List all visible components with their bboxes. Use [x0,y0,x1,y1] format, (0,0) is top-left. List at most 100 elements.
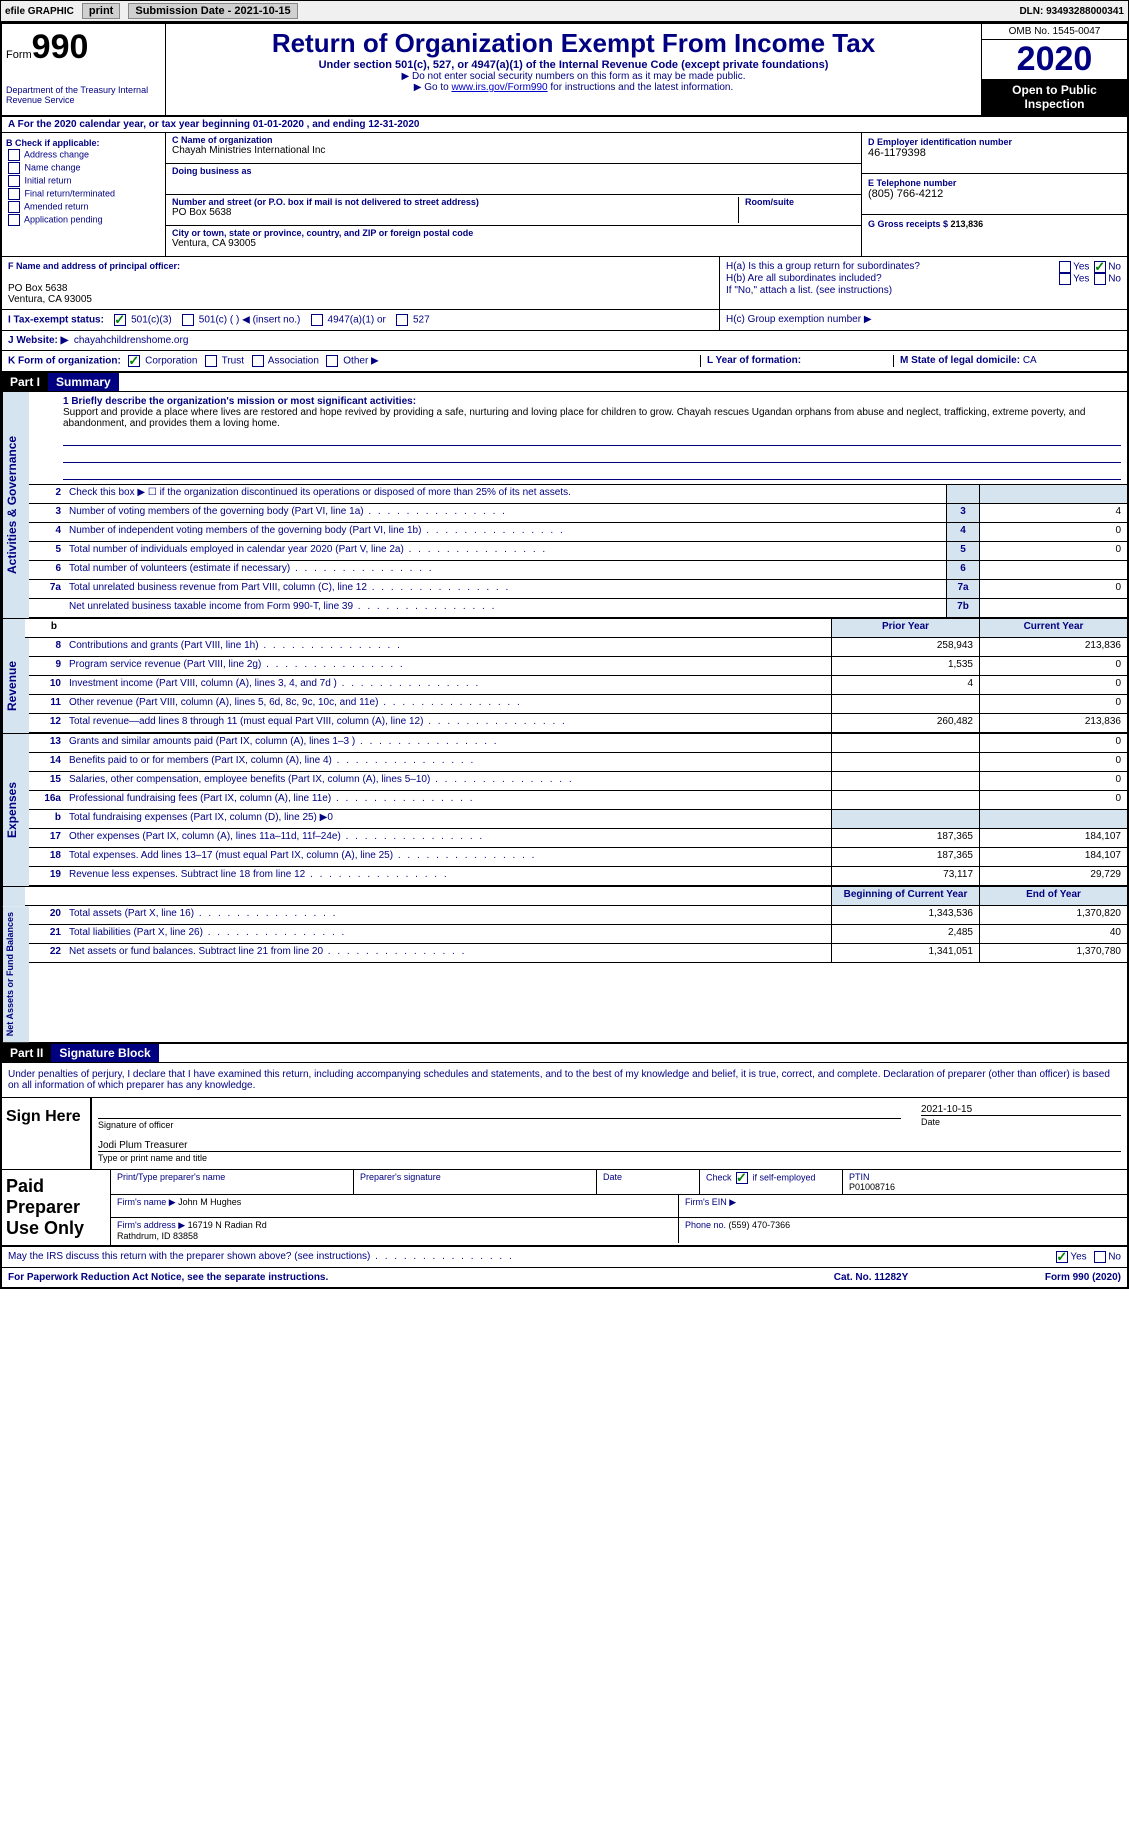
line-4: 4Number of independent voting members of… [29,523,1127,542]
revenue-section: Revenue 8Contributions and grants (Part … [2,638,1127,733]
line-5: 5Total number of individuals employed in… [29,542,1127,561]
line-16a: 16aProfessional fundraising fees (Part I… [29,791,1127,810]
officer-addr1: PO Box 5638 [8,283,67,294]
line-22: 22Net assets or fund balances. Subtract … [29,944,1127,963]
dept-label: Department of the Treasury Internal Reve… [6,85,161,105]
mission-block: 1 Briefly describe the organization's mi… [29,392,1127,485]
line-2: 2 Check this box ▶ ☐ if the organization… [29,485,1127,504]
ssn-note: ▶ Do not enter social security numbers o… [170,71,977,82]
top-bar: efile GRAPHIC print Submission Date - 20… [0,0,1129,22]
footer-row: For Paperwork Reduction Act Notice, see … [2,1267,1127,1287]
row-a-tax-year: A For the 2020 calendar year, or tax yea… [2,117,1127,133]
chk-address-change[interactable] [8,149,20,161]
line-14: 14Benefits paid to or for members (Part … [29,753,1127,772]
form-number: Form990 [6,28,161,67]
line-19: 19Revenue less expenses. Subtract line 1… [29,867,1127,886]
row-k: K Form of organization: Corporation Trus… [2,351,1127,373]
governance-section: Activities & Governance 1 Briefly descri… [2,392,1127,618]
sig-officer-line[interactable]: Signature of officer [98,1118,901,1130]
row-fh: F Name and address of principal officer:… [2,257,1127,310]
line-20: 20Total assets (Part X, line 16)1,343,53… [29,906,1127,925]
chk-self-employed[interactable] [736,1172,748,1184]
chk-amended[interactable] [8,201,20,213]
website: chayahchildrenshome.org [74,335,189,346]
side-label-governance: Activities & Governance [2,392,29,618]
discuss-row: May the IRS discuss this return with the… [2,1247,1127,1267]
open-to-public: Open to Public Inspection [982,79,1127,115]
ha-no[interactable] [1094,261,1106,273]
line-18: 18Total expenses. Add lines 13–17 (must … [29,848,1127,867]
hb-yes[interactable] [1059,273,1071,285]
ha-yes[interactable] [1059,261,1071,273]
side-label-net: Net Assets or Fund Balances [2,906,29,1042]
gross-receipts: 213,836 [951,219,984,229]
side-label-revenue: Revenue [2,638,29,733]
ptin: P01008716 [849,1182,895,1192]
instructions-link-row: ▶ Go to www.irs.gov/Form990 for instruct… [170,82,977,93]
sign-here-block: Sign Here Signature of officer 2021-10-1… [2,1098,1127,1170]
paid-preparer-block: Paid Preparer Use Only Print/Type prepar… [2,1170,1127,1247]
row-j-website: J Website: ▶ chayahchildrenshome.org [2,331,1127,351]
side-label-expenses: Expenses [2,734,29,886]
line-17: 17Other expenses (Part IX, column (A), l… [29,829,1127,848]
line-7a: 7aTotal unrelated business revenue from … [29,580,1127,599]
chk-assoc[interactable] [252,355,264,367]
discuss-yes[interactable] [1056,1251,1068,1263]
tax-year: 2020 [982,40,1127,79]
line-3: 3Number of voting members of the governi… [29,504,1127,523]
irs-link[interactable]: www.irs.gov/Form990 [451,82,547,93]
discuss-no[interactable] [1094,1251,1106,1263]
chk-app-pending[interactable] [8,214,20,226]
expenses-section: Expenses 13Grants and similar amounts pa… [2,733,1127,886]
line-8: 8Contributions and grants (Part VIII, li… [29,638,1127,657]
officer-name-title: Jodi Plum Treasurer [98,1140,1121,1151]
form-header: Form990 Department of the Treasury Inter… [2,24,1127,117]
form-990-page: Form990 Department of the Treasury Inter… [0,22,1129,1289]
chk-corp[interactable] [128,355,140,367]
ein: 46-1179398 [868,147,926,159]
section-bcd: B Check if applicable: Address change Na… [2,133,1127,257]
col-d-ein: D Employer identification number 46-1179… [861,133,1127,256]
line-13: 13Grants and similar amounts paid (Part … [29,734,1127,753]
chk-final-return[interactable] [8,188,20,200]
chk-trust[interactable] [205,355,217,367]
street-address: PO Box 5638 [172,207,231,218]
hb-no[interactable] [1094,273,1106,285]
line-6: 6Total number of volunteers (estimate if… [29,561,1127,580]
line-11: 11Other revenue (Part VIII, column (A), … [29,695,1127,714]
form-subtitle: Under section 501(c), 527, or 4947(a)(1)… [170,59,977,71]
line-7b: Net unrelated business taxable income fr… [29,599,1127,618]
chk-4947[interactable] [311,314,323,326]
firm-name: John M Hughes [178,1197,241,1207]
line-15: 15Salaries, other compensation, employee… [29,772,1127,791]
line-21: 21Total liabilities (Part X, line 26)2,4… [29,925,1127,944]
telephone: (805) 766-4212 [868,188,943,200]
part-ii-header: Part IISignature Block [2,1042,1127,1063]
form-title: Return of Organization Exempt From Incom… [170,28,977,59]
dln: DLN: 93493288000341 [1019,6,1124,17]
chk-other[interactable] [326,355,338,367]
mission-text: Support and provide a place where lives … [63,407,1085,429]
chk-527[interactable] [396,314,408,326]
org-name: Chayah Ministries International Inc [172,145,325,156]
line-10: 10Investment income (Part VIII, column (… [29,676,1127,695]
net-header: Beginning of Current Year End of Year [25,887,1127,906]
perjury-statement: Under penalties of perjury, I declare th… [2,1063,1127,1098]
line-9: 9Program service revenue (Part VIII, lin… [29,657,1127,676]
two-col-header: b Prior Year Current Year [25,619,1127,638]
firm-phone: (559) 470-7366 [729,1220,791,1230]
hc-group-exempt: H(c) Group exemption number ▶ [719,310,1127,330]
sig-date: 2021-10-15 [921,1104,1121,1115]
net-assets-section: Net Assets or Fund Balances 20Total asse… [2,906,1127,1042]
city-state-zip: Ventura, CA 93005 [172,238,256,249]
chk-501c3[interactable] [114,314,126,326]
omb-number: OMB No. 1545-0047 [982,24,1127,40]
col-c-org-info: C Name of organization Chayah Ministries… [166,133,861,256]
row-i-tax-status: I Tax-exempt status: 501(c)(3) 501(c) ( … [2,310,1127,331]
chk-501c[interactable] [182,314,194,326]
chk-initial-return[interactable] [8,175,20,187]
chk-name-change[interactable] [8,162,20,174]
submission-date: Submission Date - 2021-10-15 [128,3,297,19]
efile-label: efile GRAPHIC [5,6,74,17]
print-button[interactable]: print [82,3,120,19]
